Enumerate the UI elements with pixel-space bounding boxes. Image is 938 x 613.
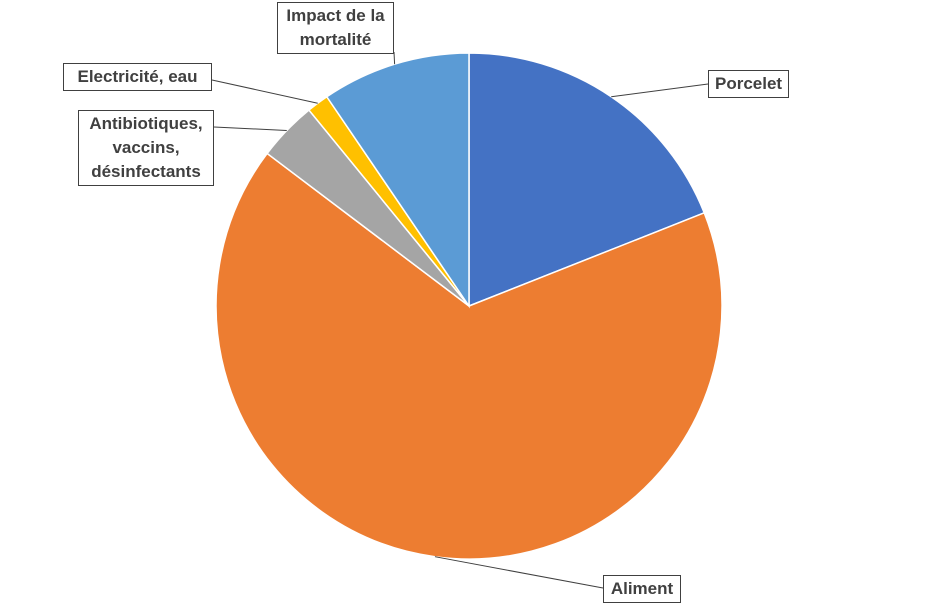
- slice-label: Impact de la mortalité: [277, 2, 394, 54]
- slice-label: Porcelet: [708, 70, 789, 98]
- pie-slice: [468, 52, 706, 308]
- pie-slice: [325, 52, 470, 309]
- leader-line: [211, 79, 318, 104]
- leader-line: [611, 83, 709, 98]
- leader-line: [434, 556, 604, 589]
- leader-line: [393, 51, 396, 65]
- slice-label: Aliment: [603, 575, 681, 603]
- slice-label: Electricité, eau: [63, 63, 212, 91]
- slice-label: Antibiotiques, vaccins, désinfectants: [78, 110, 214, 186]
- leader-line: [213, 126, 287, 132]
